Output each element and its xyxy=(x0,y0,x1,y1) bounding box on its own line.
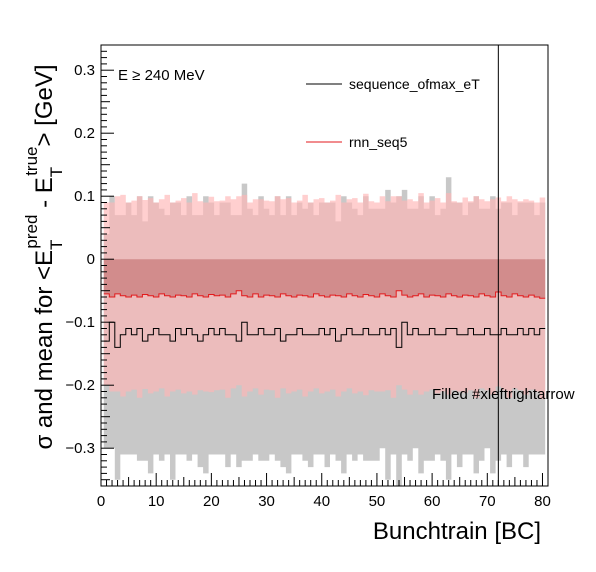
y-axis-label-sup2: true xyxy=(22,147,41,176)
x-tick-label: 40 xyxy=(313,493,330,510)
y-axis-label-suffix: > [GeV] xyxy=(31,64,58,146)
y-tick-label: 0.1 xyxy=(74,188,95,205)
y-axis-label: σ and mean for <ETpred - ETtrue> [GeV] xyxy=(22,64,66,449)
energy-cut-label: E ≥ 240 MeV xyxy=(118,67,205,84)
x-tick-label: 20 xyxy=(203,493,220,510)
y-tick-label: −0.3 xyxy=(65,440,95,457)
x-tick-label: 50 xyxy=(369,493,386,510)
mean-line-rnn-seq5 xyxy=(103,290,546,299)
legend-label-sequence-ofmax-et: sequence_ofmax_eT xyxy=(349,76,480,92)
y-tick-label: 0 xyxy=(87,251,95,268)
y-axis-label-sub1: T xyxy=(47,240,66,250)
mean-fill-rnn-seq5 xyxy=(103,259,546,299)
x-tick-label: 70 xyxy=(479,493,496,510)
x-tick-label: 80 xyxy=(534,493,551,510)
y-axis-label-prefix: σ and mean for <E xyxy=(31,250,58,450)
y-tick-label: 0.2 xyxy=(74,125,95,142)
y-axis-label-sup1: pred xyxy=(22,215,41,249)
legend-label-rnn-seq5: rnn_seq5 xyxy=(349,134,408,150)
y-axis-label-sub2: T xyxy=(47,167,66,177)
mean-curves xyxy=(103,290,546,348)
x-tick-label: 30 xyxy=(258,493,275,510)
x-axis-label: Bunchtrain [BC] xyxy=(373,518,541,545)
filled-annotation: Filled #xleftrightarrow xyxy=(432,386,575,403)
x-tick-label: 60 xyxy=(424,493,441,510)
x-axis: 0 10 20 30 40 50 60 70 80 xyxy=(97,473,551,510)
x-tick-label: 10 xyxy=(148,493,165,510)
mean-line-sequence-ofmax-et xyxy=(103,321,546,348)
y-tick-label: −0.1 xyxy=(65,314,95,331)
legend: sequence_ofmax_eT rnn_seq5 xyxy=(306,76,480,150)
y-tick-label: −0.2 xyxy=(65,377,95,394)
y-axis: −0.3 −0.2 −0.1 0 0.1 0.2 0.3 xyxy=(65,44,114,487)
y-axis-label-mid: - E xyxy=(31,177,58,214)
y-tick-label: 0.3 xyxy=(74,62,95,79)
x-tick-label: 0 xyxy=(97,493,105,510)
